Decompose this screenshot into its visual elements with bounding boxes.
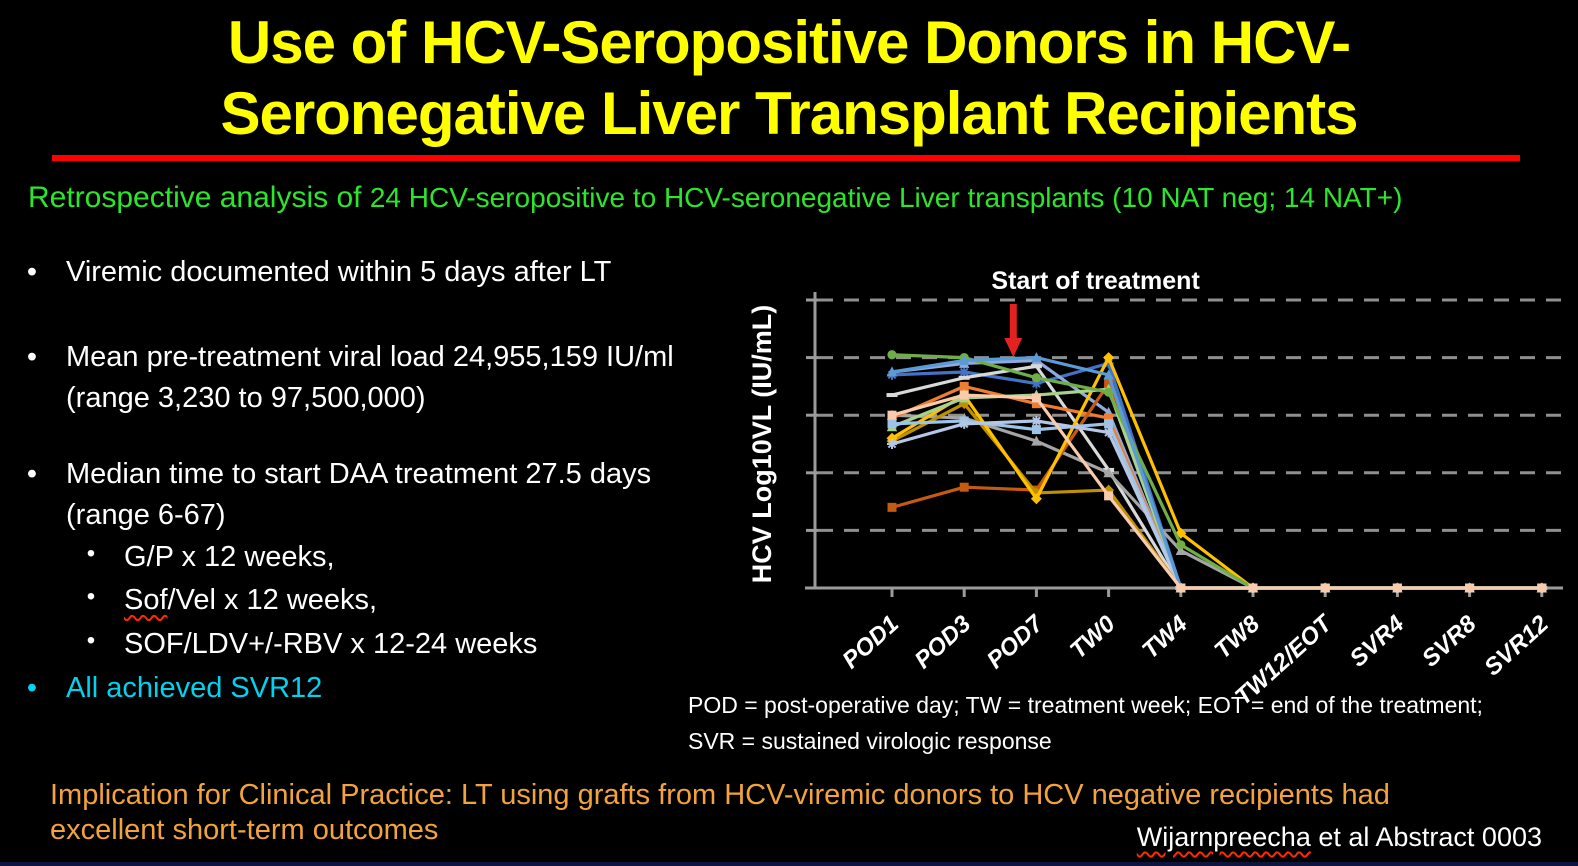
data-point-square: [1031, 425, 1041, 435]
bullet-svr12-text: All achieved SVR12: [66, 672, 323, 705]
chart-footnote: POD = post-operative day; TW = treatment…: [688, 688, 1483, 759]
citation-author: Wijarnpreecha: [1136, 822, 1311, 852]
data-point-star: [887, 439, 897, 449]
data-point-square: [1031, 393, 1041, 403]
data-point-square: [1104, 419, 1114, 429]
sub-bullet-gp: • G/P x 12 weeks,: [84, 536, 690, 580]
x-tick-label: TW0: [1065, 610, 1121, 664]
bullet-dot: •: [26, 256, 38, 288]
citation-rest: et al Abstract 0003: [1310, 822, 1542, 852]
data-point-square: [1104, 491, 1114, 501]
data-point-star: [1103, 427, 1114, 438]
sub-bullet-sofldv: • SOF/LDV+/-RBV x 12-24 weeks: [84, 623, 690, 667]
data-point-square: [1031, 399, 1041, 409]
viral-load-chart: POD1 POD3 POD7 TW0 TW4 TW8 TW12/EOT SVR4 SVR8 SVR…: [745, 262, 1578, 711]
data-point-square: [1465, 583, 1475, 593]
data-point-square: [887, 410, 897, 420]
bullet-viremic: • Viremic documented within 5 days after…: [22, 252, 690, 293]
bullet-svr12: • All achieved SVR12: [22, 668, 690, 709]
bullet-dot: •: [26, 341, 38, 374]
data-point-square: [959, 390, 969, 400]
sub-bullet-gp-text: G/P x 12 weeks,: [124, 540, 335, 573]
data-point-dash: [886, 393, 898, 398]
data-point-triangle: [1175, 545, 1186, 556]
data-point-square: [1248, 583, 1258, 593]
data-point-triangle: [1103, 467, 1114, 478]
data-point-triangle: [1031, 435, 1042, 446]
x-tick-label: SVR4: [1345, 610, 1410, 672]
data-point-triangle: [886, 366, 898, 377]
slide-title-line2: Seronegative Liver Transplant Recipients: [220, 79, 1358, 147]
x-tick-label: POD7: [982, 609, 1050, 674]
spellcheck-word: Sof: [124, 584, 168, 617]
implication-text: Implication for Clinical Practice: LT us…: [50, 779, 1390, 846]
bullet-viremic-text: Viremic documented within 5 days after L…: [66, 256, 612, 288]
data-point-square: [1176, 583, 1186, 593]
chart-footnote-line1: POD = post-operative day; TW = treatment…: [688, 692, 1483, 718]
data-point-square: [1537, 583, 1547, 593]
x-tick-label: POD1: [837, 610, 904, 674]
data-point-square: [1320, 583, 1330, 593]
bullet-dot: •: [26, 457, 38, 490]
subtitle-rest: 24 HCV-seropositive to HCV-seronegative …: [369, 182, 1403, 213]
data-point-dash: [1030, 364, 1042, 369]
sub-bullet-sofldv-text: SOF/LDV+/-RBV x 12-24 weeks: [124, 627, 538, 660]
data-point-diamond: [1103, 352, 1115, 364]
subtitle-lead: Retrospective analysis of: [28, 181, 370, 214]
bullet-daa-treatment-text: Median time to start DAA treatment 27.5 …: [66, 457, 652, 531]
data-point-diamond: [1030, 493, 1042, 505]
x-tick-label: SVR8: [1417, 610, 1482, 672]
data-point-triangle: [1031, 352, 1042, 363]
bottom-edge-strip: [0, 862, 1578, 866]
data-point-star: [959, 367, 970, 377]
annotation-start-of-treatment: Start of treatment: [991, 267, 1200, 295]
data-point-star: [1031, 378, 1042, 389]
bullet-viral-load: • Mean pre-treatment viral load 24,955,1…: [22, 337, 690, 419]
data-point-square: [959, 381, 969, 391]
sub-bullet-sofvel-rest: /Vel x 12 weeks,: [167, 584, 378, 617]
data-point-star: [1103, 358, 1114, 369]
bullet-viral-load-text: Mean pre-treatment viral load 24,955,159…: [66, 341, 674, 415]
bullet-dot: •: [86, 539, 96, 567]
data-point-square: [1392, 583, 1402, 593]
treatment-arrow-head: [1004, 338, 1023, 357]
series-line-patient-10: [890, 419, 1544, 590]
data-point-circle: [1176, 540, 1186, 550]
sub-bullet-sofvel-text: Sof/Vel x 12 weeks,: [124, 579, 377, 623]
bullet-daa-treatment: • Median time to start DAA treatment 27.…: [22, 454, 690, 536]
sub-bullet-sofvel: • Sof/Vel x 12 weeks,: [84, 579, 690, 623]
slide-title-line1: Use of HCV-Seropositive Donors in HCV-: [227, 9, 1351, 76]
data-point-circle: [1031, 373, 1041, 383]
x-tick-label: POD3: [910, 610, 977, 674]
x-tick-label: SVR12: [1479, 610, 1554, 681]
slide-title: Use of HCV-Seropositive Donors in HCV- S…: [0, 8, 1578, 150]
data-point-square: [959, 482, 969, 492]
bullet-dot: •: [26, 672, 38, 705]
bullet-list: • Viremic documented within 5 days after…: [22, 252, 690, 710]
data-point-circle: [887, 350, 897, 360]
data-point-star: [959, 418, 970, 429]
x-tick-label: TW8: [1209, 610, 1265, 664]
data-point-dash: [958, 375, 970, 380]
chart-footnote-line2: SVR = sustained virologic response: [688, 727, 1052, 754]
data-point-circle: [1104, 387, 1114, 397]
series-line-patient-9: [890, 393, 1544, 590]
y-axis-label: HCV Log10VL (IU/mL): [747, 305, 777, 584]
data-point-triangle: [1103, 369, 1114, 380]
subtitle: Retrospective analysis of 24 HCV-seropos…: [28, 181, 1568, 215]
series-line-patient-11: [890, 419, 1544, 590]
citation: Wijarnpreecha et al Abstract 0003: [1137, 822, 1542, 853]
title-underline-rule: [52, 155, 1520, 161]
bullet-dot: •: [86, 583, 96, 611]
bullet-dot: •: [86, 626, 96, 654]
x-tick-label: TW4: [1137, 610, 1193, 664]
data-point-triangle: [959, 354, 970, 365]
data-point-square: [1104, 379, 1114, 389]
data-point-square: [887, 419, 897, 429]
data-point-star: [1031, 415, 1042, 426]
data-point-square: [887, 502, 897, 512]
series-line-patient-4: [890, 364, 1544, 590]
data-point-square: [1104, 413, 1114, 423]
